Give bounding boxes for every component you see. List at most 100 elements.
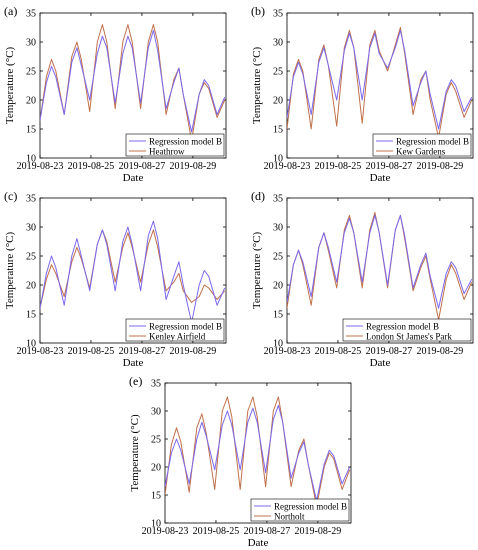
plot-frame [286, 12, 474, 159]
panel-2: (b) 10 15 20 25 30 35 2019-08-23 2019-08-25 2019-… [251, 4, 474, 184]
series-line-model [287, 29, 473, 130]
x-tick-label: 2019-08-29 [295, 526, 342, 537]
panel-label: (c) [4, 189, 17, 203]
series-line-observed [40, 229, 226, 309]
y-axis-title: Temperature (°C) [4, 47, 16, 125]
legend-entry: Heathrow [149, 147, 185, 157]
legend-entry: Kew Gardens [396, 147, 446, 157]
y-tick-label: 30 [273, 223, 283, 234]
x-tick-label: 2019-08-29 [170, 346, 217, 357]
y-tick-label: 10 [151, 519, 161, 530]
x-tick-label: 2019-08-29 [417, 346, 464, 357]
x-tick-label: 2019-08-29 [170, 161, 217, 172]
x-axis-title: Date [123, 357, 144, 369]
panel-label: (e) [129, 374, 142, 388]
legend-box [372, 133, 472, 157]
series-line-model [40, 220, 226, 324]
x-axis-title: Date [370, 357, 391, 369]
y-tick-label: 20 [26, 281, 36, 292]
x-axis-title: Date [248, 537, 269, 549]
y-axis-title: Temperature (°C) [4, 232, 16, 310]
y-tick-label: 10 [26, 339, 36, 350]
x-tick-label: 2019-08-25 [315, 346, 362, 357]
legend-box [342, 318, 472, 342]
y-tick-label: 15 [273, 310, 283, 321]
y-tick-label: 25 [26, 252, 36, 263]
panel-label: (a) [4, 4, 17, 18]
y-tick-label: 35 [26, 9, 36, 20]
y-axis-title: Temperature (°C) [251, 232, 263, 310]
series-line-model [287, 214, 473, 309]
x-tick-label: 2019-08-27 [366, 161, 413, 172]
series-line-observed [287, 212, 473, 321]
y-tick-label: 10 [273, 154, 283, 165]
y-tick-label: 20 [273, 281, 283, 292]
x-tick-label: 2019-08-23 [264, 346, 311, 357]
y-tick-label: 20 [151, 463, 161, 474]
series-line-observed [40, 24, 226, 142]
y-tick-label: 15 [26, 310, 36, 321]
x-tick-label: 2019-08-23 [17, 161, 64, 172]
y-tick-label: 25 [151, 435, 161, 446]
x-tick-label: 2019-08-27 [119, 346, 166, 357]
panel-5: (e) 10 15 20 25 30 35 2019-08-23 2019-08-25 2019-… [129, 374, 352, 549]
y-tick-label: 30 [273, 38, 283, 49]
y-tick-label: 30 [26, 38, 36, 49]
panels-layer: (a) 10 15 20 25 30 35 2019-08-23 2019-08-25 2019-… [4, 4, 474, 549]
legend-box [125, 133, 225, 157]
y-tick-label: 20 [26, 96, 36, 107]
x-tick-label: 2019-08-25 [68, 346, 115, 357]
y-tick-label: 25 [273, 252, 283, 263]
x-tick-label: 2019-08-23 [264, 161, 311, 172]
series-line-observed [287, 27, 473, 139]
y-tick-label: 30 [151, 407, 161, 418]
x-tick-label: 2019-08-27 [366, 346, 413, 357]
x-tick-label: 2019-08-27 [119, 161, 166, 172]
x-axis-title: Date [123, 172, 144, 184]
plot-frame [39, 12, 227, 159]
legend-entry: Regression model B [274, 502, 347, 512]
panel-label: (b) [251, 4, 265, 18]
x-tick-label: 2019-08-29 [417, 161, 464, 172]
legend-entry: Northolt [274, 512, 305, 522]
legend-box [125, 318, 225, 342]
y-tick-label: 25 [26, 67, 36, 78]
legend-entry: Regression model B [366, 322, 439, 332]
legend-entry: London St James's Park [366, 332, 452, 342]
y-tick-label: 35 [273, 9, 283, 20]
series-line-model [165, 404, 351, 502]
y-tick-label: 25 [273, 67, 283, 78]
y-axis-title: Temperature (°C) [129, 414, 141, 492]
y-tick-label: 30 [26, 223, 36, 234]
y-axis-title: Temperature (°C) [251, 47, 263, 125]
y-tick-label: 15 [26, 125, 36, 136]
y-tick-label: 10 [273, 339, 283, 350]
plot-frame [164, 382, 352, 524]
series-line-observed [165, 396, 351, 507]
panel-label: (d) [251, 189, 265, 203]
y-tick-label: 10 [26, 154, 36, 165]
x-tick-label: 2019-08-25 [68, 161, 115, 172]
y-tick-label: 15 [273, 125, 283, 136]
y-tick-label: 35 [273, 194, 283, 205]
legend-box [250, 498, 350, 522]
legend-entry: Kenley Airfield [149, 332, 206, 342]
legend-entry: Regression model B [149, 322, 222, 332]
panel-1: (a) 10 15 20 25 30 35 2019-08-23 2019-08-25 2019-… [4, 4, 227, 184]
plot-frame [39, 197, 227, 344]
x-tick-label: 2019-08-27 [244, 526, 291, 537]
y-tick-label: 35 [151, 379, 161, 390]
y-tick-label: 20 [273, 96, 283, 107]
x-axis-title: Date [370, 172, 391, 184]
panel-4: (d) 10 15 20 25 30 35 2019-08-23 2019-08-25 2019-… [251, 189, 474, 369]
legend-entry: Regression model B [149, 137, 222, 147]
x-tick-label: 2019-08-25 [193, 526, 240, 537]
legend-entry: Regression model B [396, 137, 469, 147]
x-tick-label: 2019-08-23 [142, 526, 189, 537]
